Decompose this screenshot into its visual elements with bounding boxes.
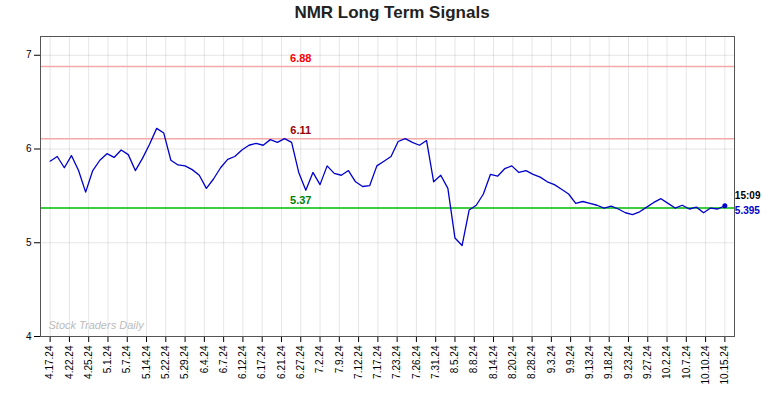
svg-text:7.26.24: 7.26.24 <box>411 345 422 379</box>
svg-text:4.17.24: 4.17.24 <box>44 345 55 379</box>
svg-text:7.12.24: 7.12.24 <box>353 345 364 379</box>
svg-text:5.1.24: 5.1.24 <box>102 345 113 373</box>
svg-text:5.395: 5.395 <box>735 205 760 216</box>
svg-text:8.20.24: 8.20.24 <box>507 345 518 379</box>
svg-text:7.17.24: 7.17.24 <box>372 345 383 379</box>
svg-text:7.2.24: 7.2.24 <box>314 345 325 373</box>
svg-text:5.29.24: 5.29.24 <box>179 345 190 379</box>
svg-text:8.5.24: 8.5.24 <box>449 345 460 373</box>
svg-text:8.8.24: 8.8.24 <box>468 345 479 373</box>
svg-text:5.7.24: 5.7.24 <box>121 345 132 373</box>
svg-text:5.37: 5.37 <box>290 194 311 206</box>
svg-text:15:09: 15:09 <box>735 190 761 201</box>
svg-text:8.14.24: 8.14.24 <box>488 345 499 379</box>
svg-text:9.18.24: 9.18.24 <box>603 345 614 379</box>
svg-text:6.21.24: 6.21.24 <box>276 345 287 379</box>
svg-text:6.12.24: 6.12.24 <box>237 345 248 379</box>
svg-text:4.22.24: 4.22.24 <box>64 345 75 379</box>
svg-text:5.14.24: 5.14.24 <box>141 345 152 379</box>
svg-text:4.25.24: 4.25.24 <box>83 345 94 379</box>
svg-text:6.4.24: 6.4.24 <box>199 345 210 373</box>
svg-text:10.10.24: 10.10.24 <box>700 345 711 384</box>
svg-text:6.7.24: 6.7.24 <box>218 345 229 373</box>
svg-text:8.28.24: 8.28.24 <box>526 345 537 379</box>
svg-text:Stock Traders Daily: Stock Traders Daily <box>49 319 146 331</box>
svg-text:9.13.24: 9.13.24 <box>584 345 595 379</box>
svg-text:9.23.24: 9.23.24 <box>623 345 634 379</box>
svg-text:10.2.24: 10.2.24 <box>661 345 672 379</box>
svg-text:9.9.24: 9.9.24 <box>565 345 576 373</box>
svg-text:6.17.24: 6.17.24 <box>256 345 267 379</box>
svg-text:6: 6 <box>26 143 32 154</box>
svg-text:10.15.24: 10.15.24 <box>719 345 730 384</box>
svg-text:6.88: 6.88 <box>290 52 311 64</box>
svg-text:7.9.24: 7.9.24 <box>334 345 345 373</box>
html-text:NMR Long Term Signals: NMR Long Term Signals <box>294 3 490 22</box>
svg-text:9.27.24: 9.27.24 <box>642 345 653 379</box>
svg-text:6.27.24: 6.27.24 <box>295 345 306 379</box>
svg-text:10.7.24: 10.7.24 <box>681 345 692 379</box>
svg-text:7: 7 <box>26 49 32 60</box>
svg-text:7.31.24: 7.31.24 <box>430 345 441 379</box>
svg-text:5: 5 <box>26 237 32 248</box>
svg-text:9.3.24: 9.3.24 <box>546 345 557 373</box>
svg-text:4: 4 <box>26 331 32 342</box>
svg-text:7.23.24: 7.23.24 <box>391 345 402 379</box>
svg-text:6.11: 6.11 <box>290 124 311 136</box>
svg-text:5.22.24: 5.22.24 <box>160 345 171 379</box>
